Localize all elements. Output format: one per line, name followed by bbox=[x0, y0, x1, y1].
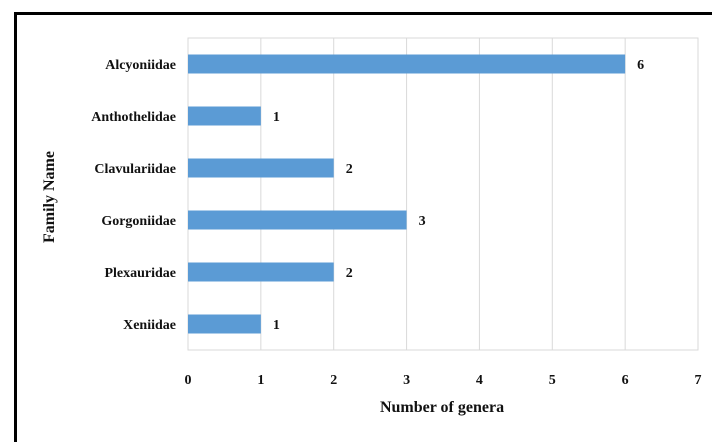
category-label: Alcyoniidae bbox=[105, 58, 176, 73]
category-label: Gorgoniidae bbox=[101, 214, 176, 229]
category-label: Xeniidae bbox=[123, 318, 176, 333]
category-label: Plexauridae bbox=[104, 266, 176, 281]
data-labels: 6 1 2 3 2 1 bbox=[273, 58, 644, 333]
x-tick-label: 3 bbox=[403, 373, 410, 388]
data-label: 2 bbox=[346, 162, 353, 177]
x-tick-label: 4 bbox=[476, 373, 483, 388]
bar bbox=[188, 262, 334, 282]
gridlines bbox=[187, 37, 699, 351]
x-tick-labels: 0 1 2 3 4 5 6 7 bbox=[185, 373, 702, 388]
x-tick-label: 5 bbox=[549, 373, 556, 388]
data-label: 2 bbox=[346, 266, 353, 281]
x-tick-label: 7 bbox=[695, 373, 702, 388]
x-tick-label: 1 bbox=[257, 373, 264, 388]
data-label: 1 bbox=[273, 318, 280, 333]
bars bbox=[188, 54, 626, 334]
x-axis-title: Number of genera bbox=[380, 399, 504, 416]
bar bbox=[188, 106, 261, 126]
category-labels: Alcyoniidae Anthothelidae Clavulariidae Gor… bbox=[91, 58, 176, 333]
data-label: 1 bbox=[273, 110, 280, 125]
bar bbox=[188, 158, 334, 178]
bar bbox=[188, 54, 626, 74]
bar bbox=[188, 210, 407, 230]
data-label: 6 bbox=[637, 58, 644, 73]
bar bbox=[188, 314, 261, 334]
x-tick-label: 0 bbox=[185, 373, 192, 388]
plot-area-border bbox=[187, 37, 699, 351]
category-label: Clavulariidae bbox=[94, 162, 176, 177]
x-tick-label: 6 bbox=[622, 373, 629, 388]
category-label: Anthothelidae bbox=[91, 110, 176, 125]
x-tick-label: 2 bbox=[330, 373, 337, 388]
y-axis-title: Family Name bbox=[41, 151, 58, 243]
data-label: 3 bbox=[419, 214, 426, 229]
